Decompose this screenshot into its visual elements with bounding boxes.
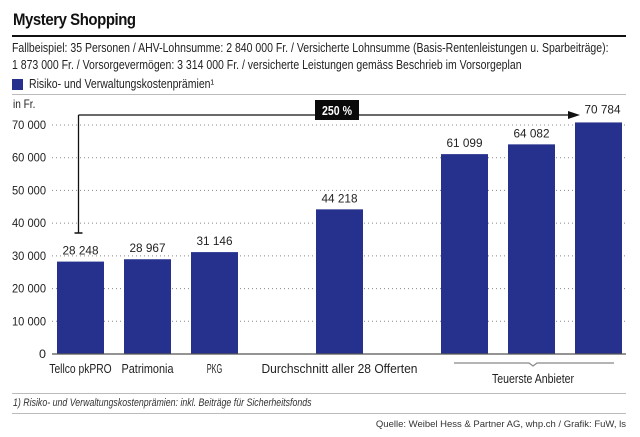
bar — [575, 122, 622, 354]
x-category-label: Tellco pkPRO — [49, 362, 112, 376]
bar — [316, 209, 363, 354]
annotation-label: 250 % — [322, 103, 352, 118]
bar — [124, 259, 171, 354]
x-category-label: PKG — [207, 362, 223, 376]
y-tick-label: 70 000 — [12, 118, 46, 132]
bar — [441, 154, 488, 354]
group-label: Teuerste Anbieter — [492, 372, 574, 386]
bar-value-label: 31 146 — [197, 234, 233, 248]
bar — [191, 252, 238, 354]
title-divider — [12, 35, 626, 37]
y-tick-label: 0 — [39, 347, 46, 361]
y-tick-label: 30 000 — [12, 249, 46, 263]
source-divider — [12, 413, 626, 414]
footnote-divider — [12, 393, 626, 394]
arrowhead-icon — [568, 111, 580, 119]
legend-divider — [12, 94, 626, 95]
x-category-label: Durchschnitt aller 28 Offerten — [262, 362, 418, 376]
bar-value-label: 28 248 — [63, 244, 99, 258]
bar-value-label: 28 967 — [130, 241, 166, 255]
footnote: 1) Risiko- und Verwaltungskostenprämien:… — [13, 397, 312, 409]
legend: Risiko- und Verwaltungskostenprämien¹ — [12, 76, 249, 92]
bar-value-label: 70 784 — [585, 102, 621, 116]
y-tick-label: 50 000 — [12, 183, 46, 197]
y-tick-label: 20 000 — [12, 282, 46, 296]
description-line-1: Fallbeispiel: 35 Personen / AHV-Lohnsumm… — [12, 41, 609, 55]
y-tick-label: 40 000 — [12, 216, 46, 230]
source-credit: Quelle: Weibel Hess & Partner AG, whp.ch… — [375, 419, 626, 430]
y-tick-label: 10 000 — [12, 314, 46, 328]
legend-label: Risiko- und Verwaltungskostenprämien¹ — [29, 77, 215, 91]
group-bracket — [454, 362, 614, 367]
bar-value-label: 64 082 — [514, 126, 550, 140]
case-description: Fallbeispiel: 35 Personen / AHV-Lohnsumm… — [12, 40, 617, 74]
y-tick-label: 60 000 — [12, 151, 46, 165]
annotation-label-box — [315, 100, 359, 120]
legend-swatch — [12, 78, 23, 90]
bar-value-label: 44 218 — [322, 191, 358, 205]
bar — [508, 144, 555, 354]
chart-title: Mystery Shopping — [13, 10, 136, 29]
x-category-label: Patrimonia — [122, 362, 174, 376]
bar — [57, 261, 104, 354]
bar-value-label: 61 099 — [447, 136, 483, 150]
description-line-2: 1 873 000 Fr. / Vorsorgevermögen: 3 314 … — [12, 58, 522, 72]
y-axis-unit-label: in Fr. — [13, 97, 36, 111]
